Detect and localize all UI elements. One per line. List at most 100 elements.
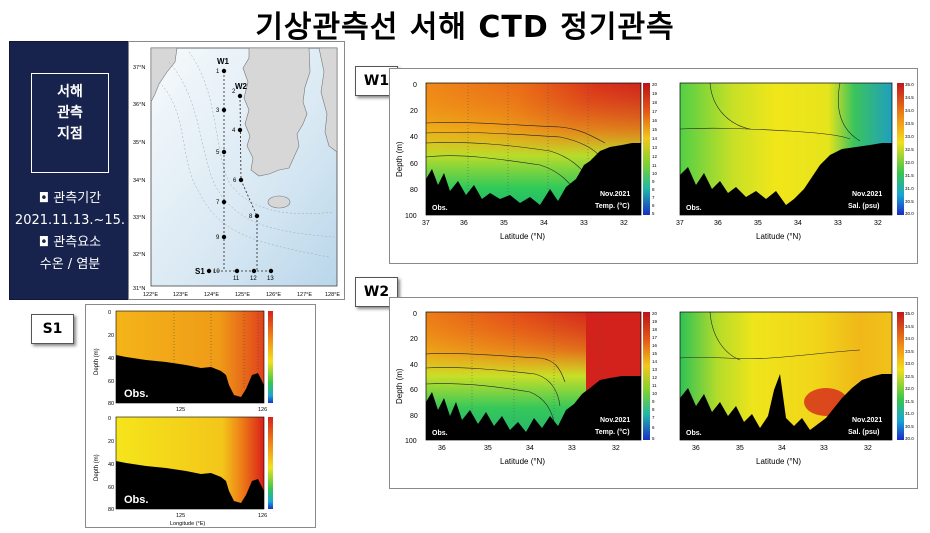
colorbar-tick: 8 — [652, 187, 655, 192]
s1-depth-tick: 0 — [108, 416, 111, 422]
s1-svg: 0 20 40 60 80 0 20 40 60 80 125 126 125 … — [94, 310, 273, 527]
w2-panel: 0 20 40 60 80 100 36 35 34 33 32 36 35 3… — [389, 297, 918, 489]
s1-x-label: Longitude (°E) — [170, 521, 205, 527]
w1-svg: 0 20 40 60 80 100 37 36 35 34 33 32 37 3… — [395, 82, 914, 241]
colorbar-tick: 34.5 — [905, 324, 914, 329]
w1-x-tick: 34 — [540, 220, 548, 227]
lat-label: 36°N — [133, 102, 145, 108]
station-number: 3 — [216, 108, 220, 114]
colorbar-tick: 31.5 — [905, 173, 914, 178]
colorbar-tick: 34.0 — [905, 336, 914, 341]
lat-labels: 37°N 36°N 35°N 34°N 33°N 32°N 31°N — [133, 65, 145, 292]
lon-label: 123°E — [173, 292, 188, 298]
colorbar-tick: 30.0 — [905, 436, 914, 441]
colorbar-tick: 9 — [652, 399, 655, 404]
lon-label: 128°E — [325, 292, 340, 298]
lat-label: 34°N — [133, 178, 145, 184]
w2-temp-colorbar-ticks: 20 19 18 17 16 15 14 13 12 11 10 9 8 7 6… — [652, 311, 658, 441]
lon-labels: 122°E 123°E 124°E 125°E 126°E 127°E 128°… — [143, 292, 340, 298]
w1-depth-label: Depth (m) — [395, 141, 404, 177]
station-label-box: 서해 관측 지점 — [31, 73, 109, 173]
s1-tag: S1 — [31, 314, 74, 344]
colorbar-tick: 6 — [652, 203, 655, 208]
w1-depth-tick: 20 — [410, 108, 418, 115]
w1-x-tick: 32 — [874, 220, 882, 227]
lon-label: 126°E — [266, 292, 281, 298]
colorbar-tick: 15 — [652, 351, 658, 356]
w2-sal-colorbar-ticks: 35.0 34.5 34.0 33.5 33.0 32.5 32.0 31.5 … — [905, 311, 914, 441]
station-number: 2 — [232, 89, 236, 95]
station-number: 12 — [250, 276, 257, 282]
info-line: 2021.11.13.~15. — [14, 213, 126, 228]
w2-depth-tick: 0 — [413, 311, 417, 318]
w2-sal-obs: Obs. — [686, 430, 702, 437]
colorbar-tick: 33.0 — [905, 361, 914, 366]
colorbar-tick: 11 — [652, 383, 657, 388]
w2-svg: 0 20 40 60 80 100 36 35 34 33 32 36 35 3… — [395, 311, 914, 466]
line-label-w2: W2 — [235, 82, 248, 91]
s1-temp-date: Nov.2021 — [186, 385, 209, 391]
colorbar-tick: 8 — [652, 407, 655, 412]
w1-panel: 0 20 40 60 80 100 37 36 35 34 33 32 37 3… — [389, 68, 918, 264]
line-label-s1: S1 — [195, 267, 205, 276]
info-panel: 서해 관측 지점 ◘ 관측기간 2021.11.13.~15. ◘ 관측요소 수… — [9, 41, 129, 300]
w2-x-tick: 35 — [736, 445, 744, 452]
label-line: 서해 — [57, 84, 83, 100]
w1-x-tick: 37 — [422, 220, 430, 227]
colorbar-tick: 16 — [652, 118, 658, 123]
w1-temp-date: Nov.2021 — [600, 191, 630, 198]
w1-x-tick: 37 — [676, 220, 684, 227]
s1-panel: 0 20 40 60 80 0 20 40 60 80 125 126 125 … — [85, 304, 316, 528]
lon-label: 124°E — [204, 292, 219, 298]
s1-sal-var: Sal.(psu) — [186, 499, 208, 505]
w2-temp-x-label: Latitude (°N) — [500, 457, 545, 466]
s1-depth-tick: 20 — [108, 333, 114, 339]
colorbar-tick: 7 — [652, 195, 655, 200]
w1-depth-tick: 80 — [410, 187, 418, 194]
s1-depth-tick: 60 — [108, 485, 114, 491]
label-line: 지점 — [57, 126, 83, 142]
w2-depth-tick: 100 — [405, 438, 417, 445]
w2-x-tick: 33 — [820, 445, 828, 452]
w2-depth-label: Depth (m) — [395, 368, 404, 404]
w1-x-tick: 33 — [580, 220, 588, 227]
w2-temp-var: Temp. (°C) — [595, 428, 630, 436]
station-number: 5 — [216, 150, 220, 156]
w2-x-tick: 32 — [864, 445, 872, 452]
w1-temp-colorbar-ticks: 20 19 18 17 16 15 14 13 12 11 10 9 8 7 6… — [652, 82, 658, 216]
w2-depth-tick: 20 — [410, 336, 418, 343]
w1-sal-obs: Obs. — [686, 205, 702, 212]
station-map: 1 2 3 4 5 6 7 8 9 10 11 12 13 W1 W2 S1 3… — [128, 41, 345, 300]
colorbar-tick: 16 — [652, 343, 658, 348]
w2-depth-tick: 60 — [410, 387, 418, 394]
station-numbers: 1 2 3 4 5 6 7 8 9 10 11 12 13 — [213, 69, 274, 282]
s1-x-tick: 125 — [176, 513, 185, 519]
colorbar-tick: 11 — [652, 163, 657, 168]
colorbar-tick: 19 — [652, 91, 658, 96]
info-line: 수온 / 염분 — [39, 257, 101, 272]
station-map-svg: 1 2 3 4 5 6 7 8 9 10 11 12 13 W1 W2 S1 3… — [133, 47, 340, 298]
s1-depth-tick: 80 — [108, 401, 114, 407]
info-line: ◘ 관측기간 — [38, 191, 102, 206]
s1-depth-tick: 80 — [108, 507, 114, 513]
lon-label: 122°E — [143, 292, 158, 298]
colorbar-tick: 31.5 — [905, 399, 914, 404]
w1-depth-tick: 0 — [413, 82, 417, 89]
colorbar-tick: 30.5 — [905, 424, 914, 429]
station-number: 8 — [249, 214, 253, 220]
station-number: 11 — [233, 276, 240, 282]
colorbar-tick: 15 — [652, 127, 658, 132]
colorbar-tick: 35.0 — [905, 82, 914, 87]
colorbar-tick: 12 — [652, 375, 658, 380]
w2-temp-obs: Obs. — [432, 430, 448, 437]
s1-depth-tick: 20 — [108, 439, 114, 445]
s1-temp-obs: Obs. — [124, 388, 148, 400]
colorbar-tick: 30.0 — [905, 211, 914, 216]
colorbar-tick: 30.5 — [905, 199, 914, 204]
station-number: 10 — [213, 269, 220, 275]
w2-x-tick: 36 — [438, 445, 446, 452]
colorbar-tick: 31.0 — [905, 186, 914, 191]
s1-depth-tick: 40 — [108, 356, 114, 362]
info-line: ◘ 관측요소 — [38, 235, 102, 250]
page-title: 기상관측선 서해 CTD 정기관측 — [255, 10, 675, 45]
